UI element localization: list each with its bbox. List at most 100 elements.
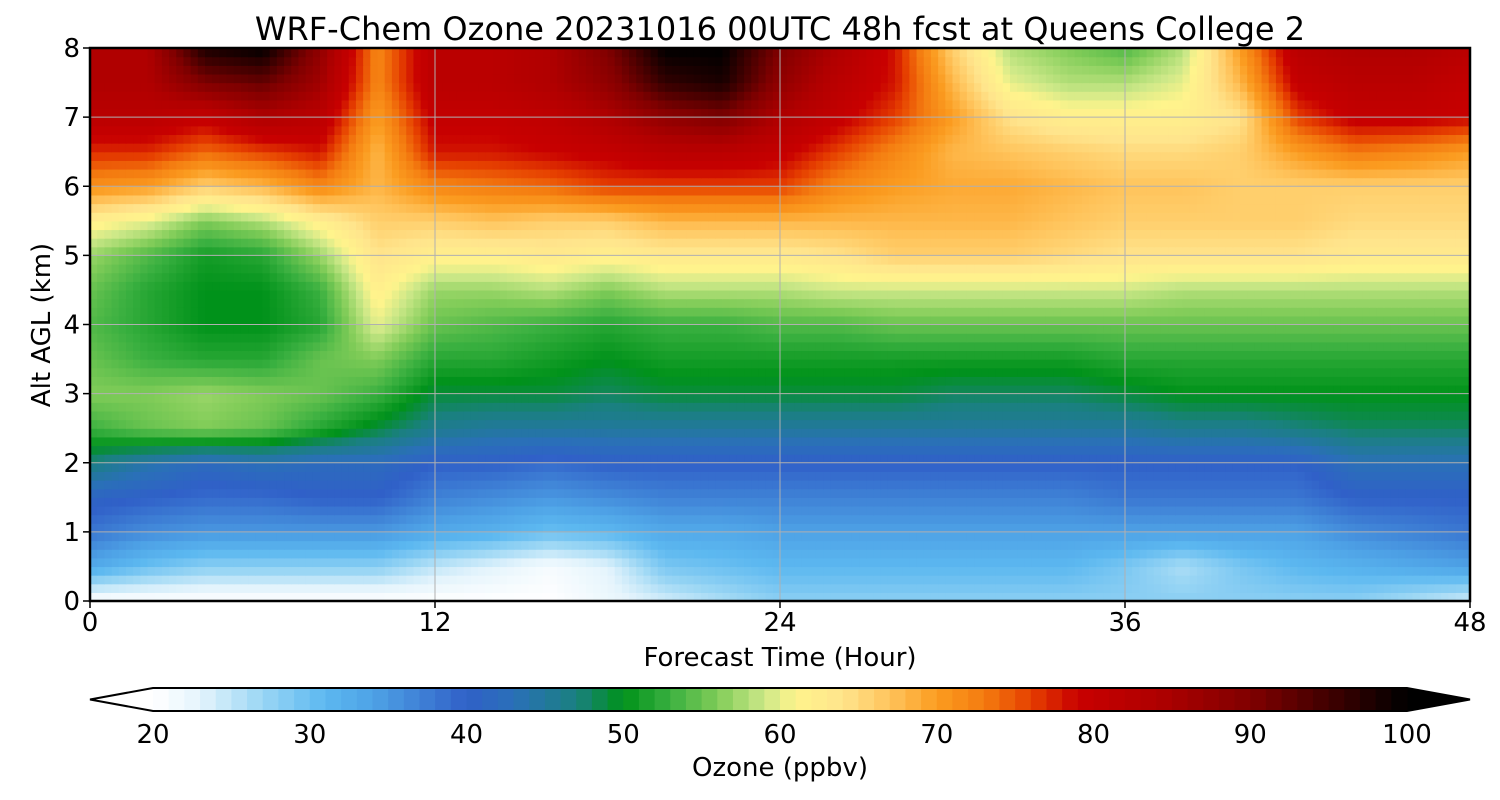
heatmap-cell bbox=[1275, 454, 1284, 464]
heatmap-cell bbox=[147, 523, 156, 533]
heatmap-cell bbox=[607, 575, 616, 585]
heatmap-cell bbox=[262, 376, 271, 386]
heatmap-cell bbox=[1254, 514, 1263, 524]
heatmap-cell bbox=[1002, 531, 1011, 542]
heatmap-cell bbox=[851, 393, 860, 403]
heatmap-cell bbox=[1333, 384, 1342, 395]
heatmap-cell bbox=[391, 410, 400, 421]
heatmap-cell bbox=[205, 531, 213, 542]
heatmap-cell bbox=[988, 557, 997, 568]
heatmap-cell bbox=[147, 549, 156, 559]
heatmap-cell bbox=[161, 445, 170, 455]
heatmap-cell bbox=[765, 462, 774, 472]
heatmap-cell bbox=[118, 505, 127, 516]
heatmap-cell bbox=[377, 514, 386, 524]
heatmap-cell bbox=[449, 410, 458, 421]
heatmap-cell bbox=[154, 540, 163, 550]
heatmap-cell bbox=[1146, 583, 1155, 593]
heatmap-cell bbox=[629, 384, 637, 395]
heatmap-cell bbox=[1218, 497, 1227, 507]
heatmap-cell bbox=[1074, 566, 1083, 576]
heatmap-cell bbox=[837, 514, 846, 524]
heatmap-cell bbox=[169, 471, 177, 481]
heatmap-cell bbox=[506, 393, 515, 403]
heatmap-cell bbox=[176, 583, 185, 593]
heatmap-cell bbox=[226, 583, 235, 593]
heatmap-cell bbox=[406, 480, 415, 490]
heatmap-cell bbox=[327, 376, 335, 386]
heatmap-cell bbox=[1275, 549, 1284, 559]
heatmap-cell bbox=[125, 376, 134, 386]
heatmap-cell bbox=[585, 471, 594, 481]
heatmap-cell bbox=[758, 436, 767, 447]
heatmap-cell bbox=[305, 523, 314, 533]
heatmap-cell bbox=[1168, 462, 1176, 472]
heatmap-cell bbox=[1297, 384, 1306, 395]
heatmap-cell bbox=[657, 523, 666, 533]
heatmap-cell bbox=[1189, 540, 1198, 550]
heatmap-cell bbox=[794, 376, 803, 386]
heatmap-cell bbox=[607, 454, 616, 464]
heatmap-cell bbox=[1225, 436, 1234, 447]
heatmap-cell bbox=[233, 575, 242, 585]
heatmap-cell bbox=[1390, 566, 1399, 576]
heatmap-cell bbox=[1448, 497, 1457, 507]
heatmap-cell bbox=[463, 410, 472, 421]
heatmap-cell bbox=[751, 384, 760, 395]
heatmap-cell bbox=[1153, 540, 1162, 550]
heatmap-cell bbox=[593, 376, 601, 386]
heatmap-cell bbox=[837, 428, 846, 438]
heatmap-cell bbox=[399, 384, 407, 395]
heatmap-cell bbox=[219, 592, 228, 601]
heatmap-cell bbox=[1441, 462, 1450, 472]
heatmap-cell bbox=[1347, 557, 1356, 568]
heatmap-cell bbox=[90, 514, 98, 524]
heatmap-cell bbox=[1002, 376, 1011, 386]
heatmap-cell bbox=[1283, 471, 1291, 481]
heatmap-cell bbox=[535, 488, 544, 498]
heatmap-cell bbox=[974, 575, 982, 585]
heatmap-cell bbox=[880, 575, 889, 585]
heatmap-cell bbox=[1412, 592, 1421, 601]
heatmap-cell bbox=[1419, 523, 1428, 533]
heatmap-cell bbox=[1240, 514, 1248, 524]
heatmap-cell bbox=[514, 454, 522, 464]
heatmap-cell bbox=[578, 376, 587, 386]
heatmap-cell bbox=[1117, 592, 1126, 601]
heatmap-cell bbox=[1074, 428, 1083, 438]
heatmap-cell bbox=[1125, 592, 1133, 601]
heatmap-cell bbox=[1110, 445, 1119, 455]
heatmap-cell bbox=[585, 488, 594, 498]
heatmap-cell bbox=[140, 549, 149, 559]
heatmap-cell bbox=[190, 488, 199, 498]
heatmap-cell bbox=[262, 471, 271, 481]
heatmap-cell bbox=[399, 419, 407, 429]
heatmap-cell bbox=[478, 480, 486, 490]
heatmap-cell bbox=[1218, 393, 1227, 403]
heatmap-cell bbox=[190, 462, 199, 472]
heatmap-cell bbox=[435, 436, 443, 447]
heatmap-cell bbox=[1419, 393, 1428, 403]
heatmap-cell bbox=[1189, 376, 1198, 386]
heatmap-cell bbox=[1175, 471, 1184, 481]
heatmap-cell bbox=[1426, 549, 1435, 559]
heatmap-cell bbox=[1369, 410, 1378, 421]
heatmap-cell bbox=[1081, 428, 1090, 438]
heatmap-cell bbox=[1024, 583, 1033, 593]
heatmap-cell bbox=[528, 557, 537, 568]
heatmap-cell bbox=[672, 505, 680, 516]
heatmap-cell bbox=[535, 583, 544, 593]
heatmap-cell bbox=[118, 367, 127, 377]
heatmap-cell bbox=[391, 480, 400, 490]
heatmap-cell bbox=[197, 384, 206, 395]
heatmap-cell bbox=[981, 428, 990, 438]
heatmap-cell bbox=[909, 384, 918, 395]
heatmap-cell bbox=[686, 445, 695, 455]
heatmap-cell bbox=[125, 575, 134, 585]
heatmap-cell bbox=[1304, 445, 1313, 455]
heatmap-cell bbox=[1038, 505, 1047, 516]
heatmap-cell bbox=[341, 454, 350, 464]
heatmap-cell bbox=[1398, 384, 1406, 395]
heatmap-cell bbox=[535, 402, 544, 412]
heatmap-cell bbox=[895, 566, 903, 576]
